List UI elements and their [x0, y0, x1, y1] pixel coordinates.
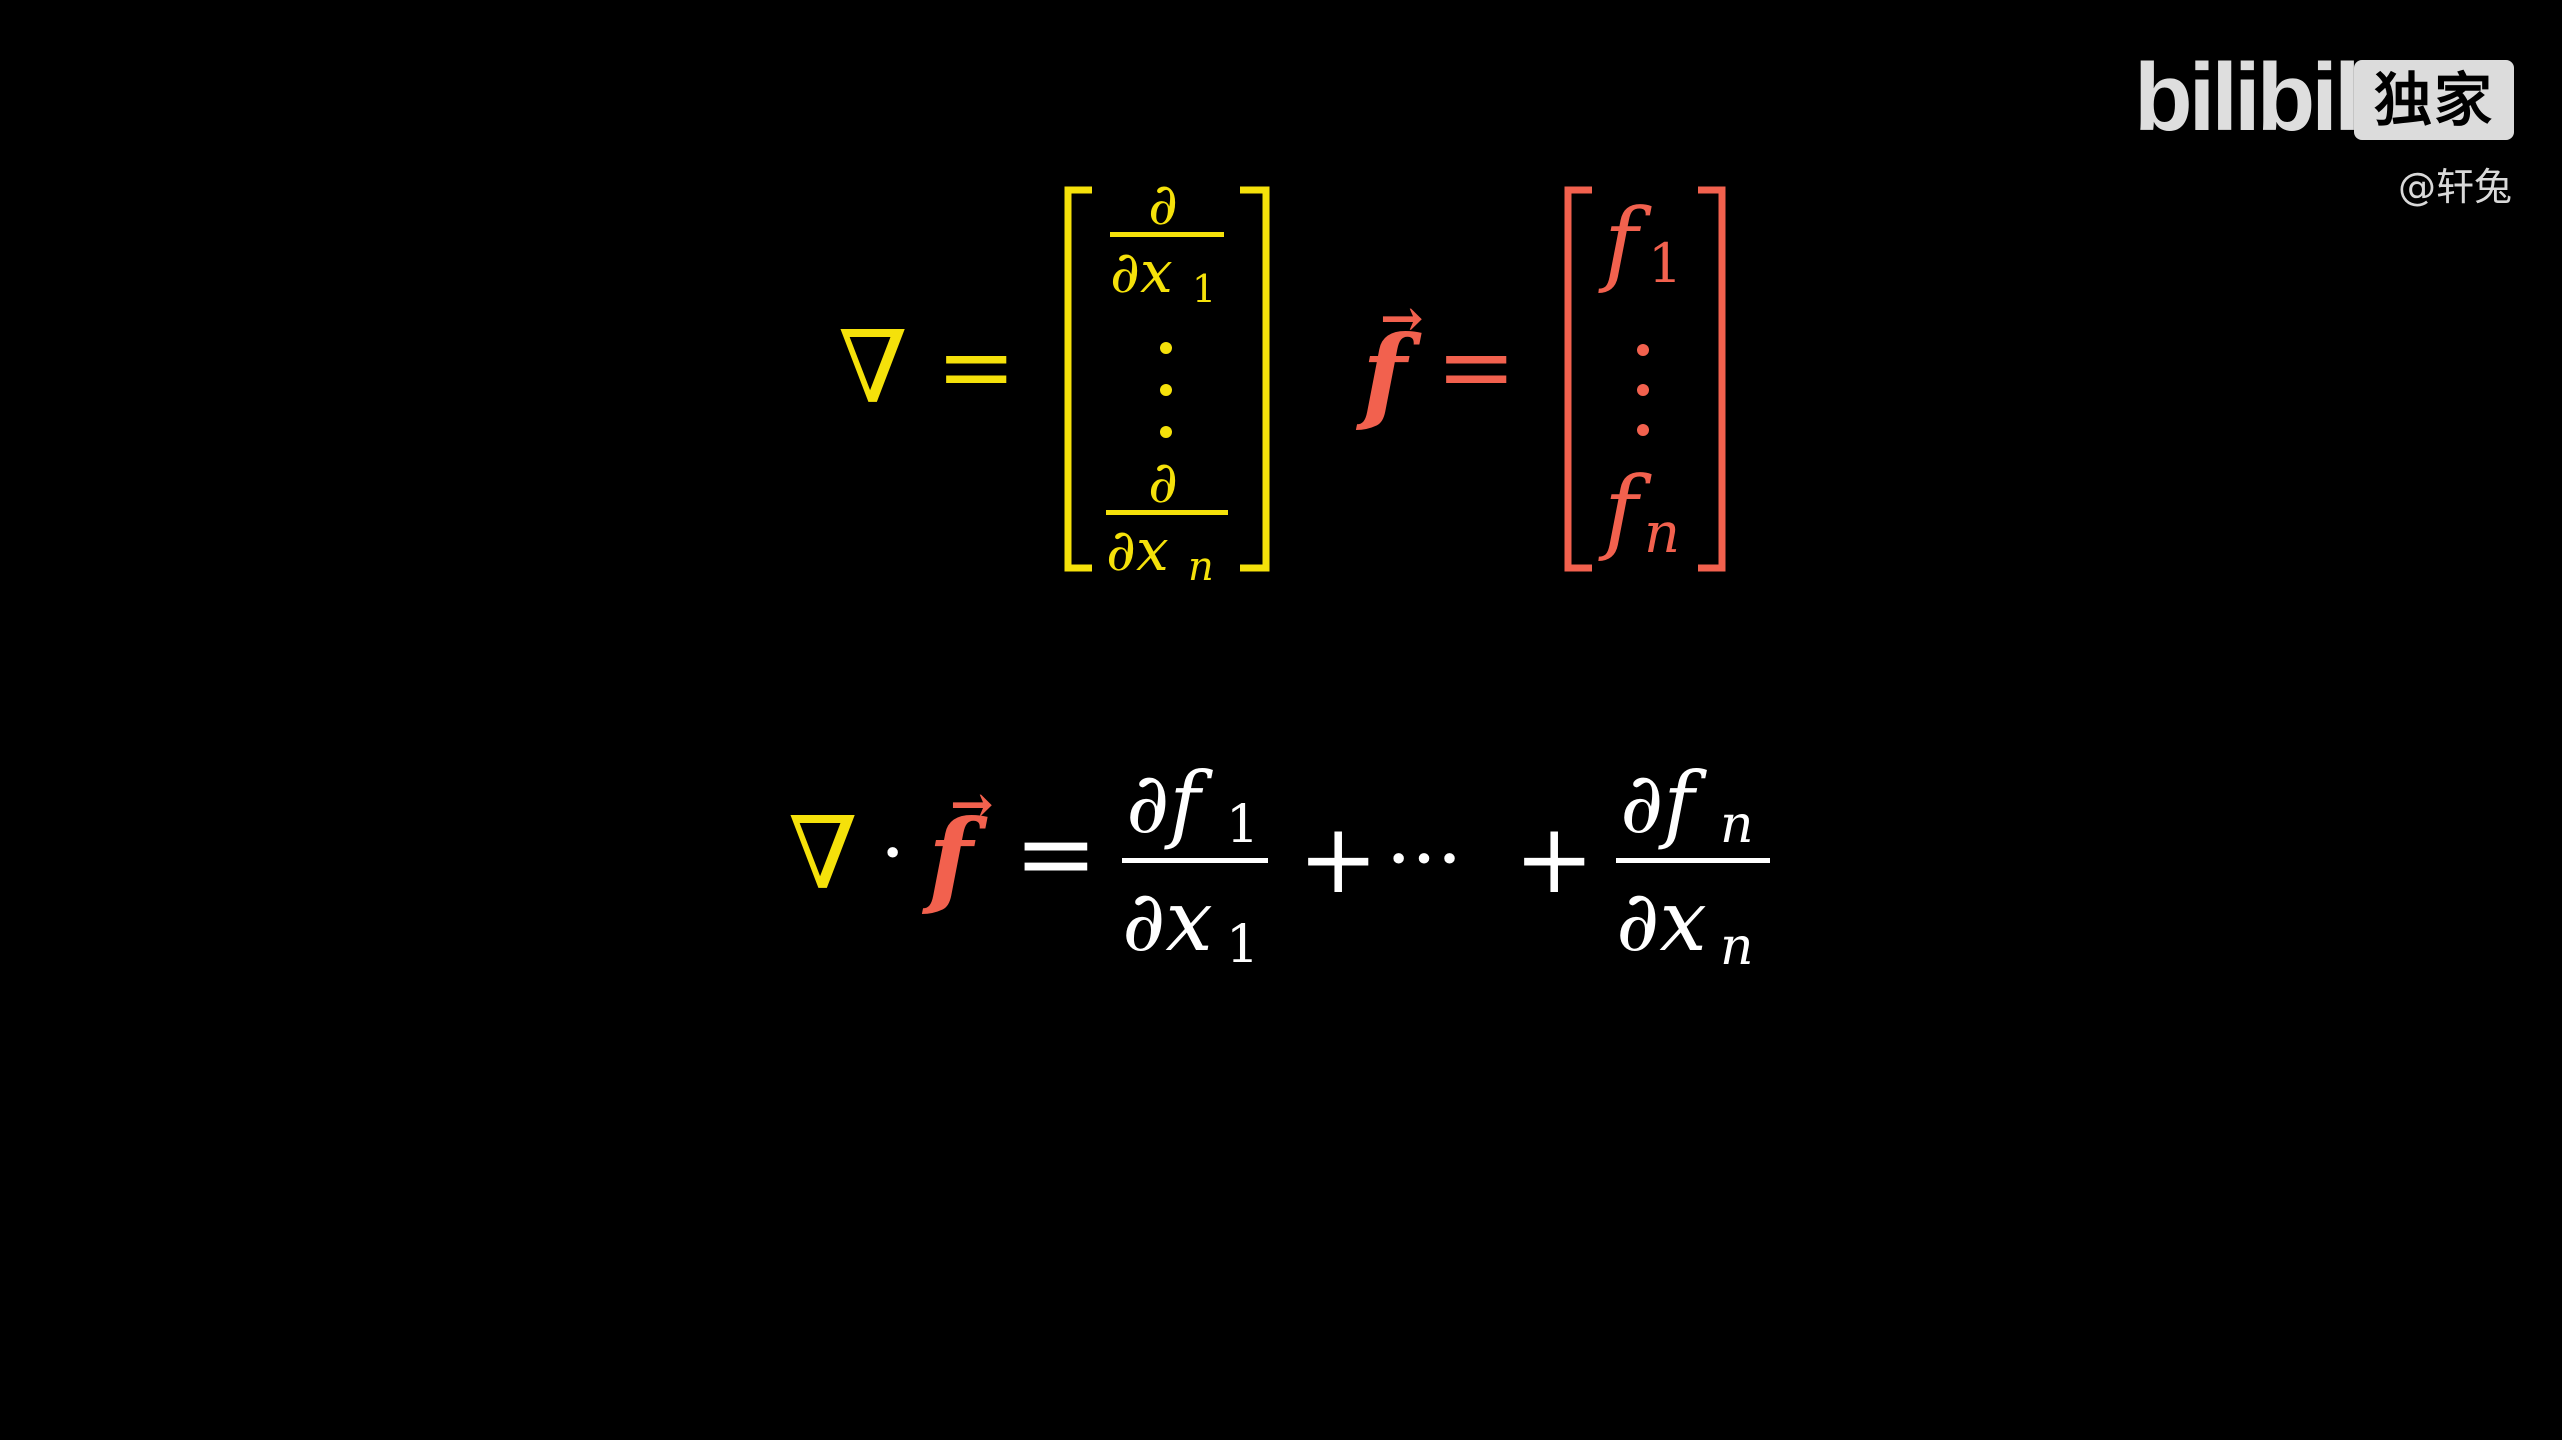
right-bracket [1240, 186, 1270, 572]
partial-numerator-n: ∂ [1148, 448, 1178, 516]
nabla-vdots [1160, 342, 1172, 438]
numerator-subscript: n [1720, 795, 1754, 855]
exclusive-badge: 独家 [2354, 60, 2514, 140]
numerator: ∂f [1620, 754, 1707, 852]
numerator: ∂f [1126, 754, 1213, 852]
divergence-equals: = [1014, 795, 1098, 912]
plus-sign-1: + [1298, 803, 1378, 915]
numerator-subscript: 1 [1226, 795, 1259, 855]
plus-sign-2: + [1514, 803, 1594, 915]
first-partial-fraction: ∂f 1 ∂x 1 [1122, 754, 1268, 975]
left-bracket [1064, 186, 1092, 572]
bilibili-logo: bilibili 独家 [2134, 44, 2516, 151]
fn-subscript: n [1644, 501, 1680, 566]
nabla-symbol: ∇ [838, 309, 908, 426]
fraction-bar [1122, 858, 1268, 863]
partial-denominator-1: ∂x [1110, 238, 1173, 306]
f1-subscript: 1 [1648, 232, 1682, 295]
fraction-bar-1 [1110, 232, 1224, 237]
fn-component: f n [1598, 457, 1680, 566]
partial-denominator-n: ∂x [1106, 516, 1169, 584]
dot [1637, 344, 1649, 356]
uploader-handle: @轩兔 [2398, 165, 2513, 209]
dot [1637, 424, 1649, 436]
nabla-vector-brackets [1064, 186, 1270, 572]
denominator: ∂x [1122, 872, 1213, 970]
f-letter: f [1598, 189, 1652, 296]
dot-operator: · [880, 806, 905, 899]
brand-text: bilibili [2134, 44, 2383, 151]
subscript-n: n [1188, 544, 1214, 590]
equals-sign-1: = [936, 311, 1016, 423]
dot [1637, 384, 1649, 396]
fraction-bar [1616, 858, 1770, 863]
divergence-vector-arrow: → [950, 774, 994, 835]
f1-component: f 1 [1598, 189, 1682, 296]
subscript-1: 1 [1192, 267, 1216, 311]
equals-sign-2: = [1436, 311, 1516, 423]
denominator-subscript: 1 [1226, 915, 1259, 975]
vector-arrow: → [1380, 288, 1424, 349]
right-bracket [1698, 186, 1726, 572]
cdots: ··· [1386, 812, 1462, 905]
partial-xn-operator: ∂ ∂x n [1106, 448, 1228, 590]
divergence-nabla: ∇ [788, 795, 858, 912]
dot [1160, 426, 1172, 438]
denominator-subscript: n [1720, 917, 1754, 977]
f-vector-brackets [1564, 186, 1726, 572]
left-bracket [1564, 186, 1592, 572]
partial-numerator-1: ∂ [1148, 170, 1178, 238]
f-vdots [1637, 344, 1649, 436]
partial-x1-operator: ∂ ∂x 1 [1110, 170, 1224, 311]
last-partial-fraction: ∂f n ∂x n [1616, 754, 1770, 977]
denominator: ∂x [1616, 872, 1707, 970]
dot [1160, 342, 1172, 354]
dot [1160, 384, 1172, 396]
fraction-bar-n [1106, 510, 1228, 515]
